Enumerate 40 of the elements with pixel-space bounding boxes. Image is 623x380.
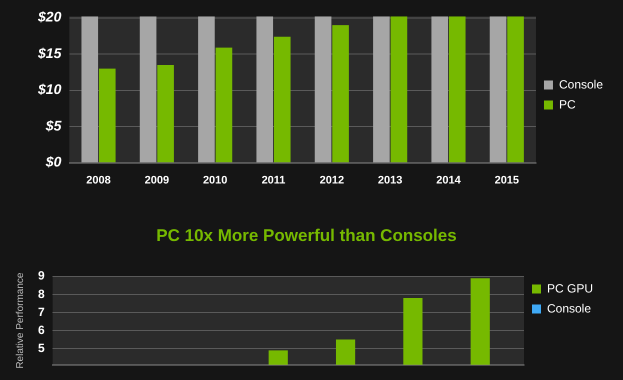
x-tick-label: 2015: [494, 174, 520, 186]
bar: [332, 25, 349, 162]
y-tick-label: $20: [37, 8, 62, 25]
bar: [198, 16, 215, 162]
y-axis-title: Relative Performance: [14, 272, 26, 369]
legend-label: Console: [558, 77, 604, 92]
y-tick-label: 6: [38, 322, 45, 337]
x-tick-label: 2012: [320, 174, 344, 186]
bar: [81, 16, 98, 162]
y-tick-label: 9: [38, 268, 45, 283]
y-tick-label: $0: [44, 154, 62, 170]
x-tick-label: 2014: [436, 174, 462, 186]
bar: [256, 16, 274, 162]
bar: [157, 64, 174, 162]
bar: [390, 16, 408, 162]
legend-label: Console: [546, 301, 592, 316]
y-tick-label: $10: [37, 81, 62, 98]
bar: [431, 16, 448, 162]
y-tick-label: 5: [38, 340, 45, 355]
x-tick-label: 2013: [378, 174, 402, 186]
bar: [314, 16, 332, 162]
legend-label: PC: [558, 97, 576, 112]
y-tick-label: 8: [38, 286, 45, 301]
bar: [448, 16, 466, 162]
bar: [98, 68, 116, 162]
chart-title: PC 10x More Powerful than Consoles: [156, 226, 457, 245]
bar: [490, 16, 506, 162]
bar: [274, 36, 291, 162]
y-tick-label: $15: [37, 44, 62, 61]
legend-label: PC GPU: [546, 281, 594, 296]
x-tick-label: 2008: [86, 174, 111, 186]
x-tick-label: 2011: [262, 174, 286, 186]
bar: [507, 16, 524, 162]
bar: [140, 16, 156, 162]
x-tick-label: 2009: [144, 174, 170, 186]
x-tick-label: 2010: [202, 174, 228, 186]
bar: [216, 48, 232, 162]
y-tick-label: $5: [44, 117, 62, 134]
y-tick-label: 7: [38, 304, 45, 319]
bar: [373, 16, 390, 162]
